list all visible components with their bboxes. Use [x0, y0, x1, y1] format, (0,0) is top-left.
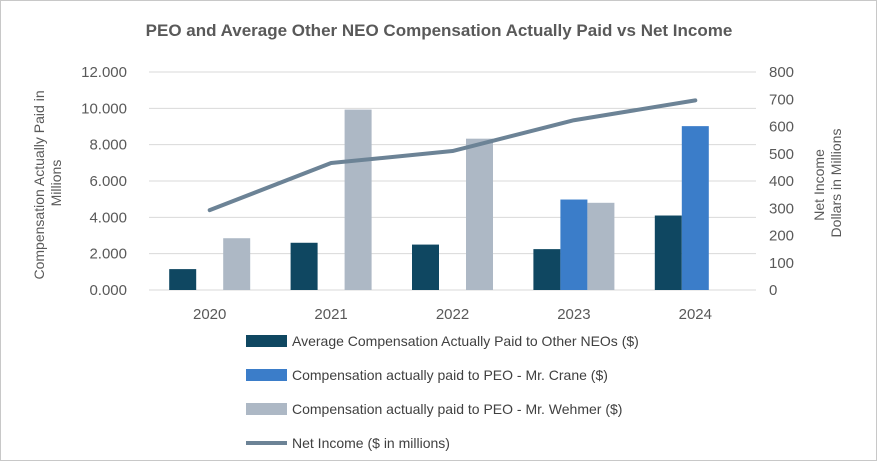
left-tick-label: 0.000: [89, 282, 127, 299]
bar: [587, 202, 615, 290]
bar: [290, 242, 318, 290]
right-tick-label: 0: [769, 282, 777, 299]
line-point: [330, 162, 332, 164]
left-axis-title-line-1: Compensation Actually Paid in: [31, 90, 47, 279]
legend-swatch: [246, 403, 287, 415]
bar: [533, 249, 561, 290]
legend-label: Compensation actually paid to PEO - Mr. …: [292, 401, 622, 417]
left-axis-title: Compensation Actually Paid in Millions: [31, 87, 64, 280]
left-axis-ticks: 0.000 2.000 4.000 6.000 8.000 10.000 12.000: [81, 64, 127, 299]
right-axis-ticks: 0 100 200 300 400 500 600 700 800: [769, 64, 794, 299]
legend-swatch: [246, 335, 287, 347]
left-tick-label: 8.000: [89, 137, 127, 154]
legend-label: Average Compensation Actually Paid to Ot…: [292, 333, 639, 349]
right-tick-label: 200: [769, 228, 794, 245]
bar: [412, 244, 439, 290]
legend-swatch: [246, 369, 287, 381]
right-tick-label: 500: [769, 146, 794, 163]
legend-label: Net Income ($ in millions): [292, 435, 450, 451]
right-tick-label: 300: [769, 200, 794, 217]
category-label: 2023: [557, 306, 590, 323]
category-label: 2021: [314, 306, 347, 323]
bar-marks: [169, 109, 709, 291]
right-tick-label: 800: [769, 64, 794, 81]
left-tick-label: 10.000: [81, 100, 127, 117]
legend-label: Compensation actually paid to PEO - Mr. …: [292, 367, 608, 383]
bar: [654, 215, 682, 290]
right-axis-title-line-2: Dollars in Millions: [828, 129, 844, 238]
right-tick-label: 600: [769, 119, 794, 136]
right-tick-label: 700: [769, 91, 794, 108]
bar: [560, 199, 588, 290]
line-point: [573, 119, 575, 121]
right-axis-title: Net Income Dollars in Millions: [811, 129, 844, 238]
line-series-path: [207, 98, 698, 213]
category-label: 2020: [193, 306, 226, 323]
bar: [169, 269, 197, 290]
line-point: [452, 150, 453, 152]
category-label: 2022: [436, 306, 469, 323]
category-labels: 2020 2021 2022 2023 2024: [193, 306, 712, 323]
right-tick-label: 100: [769, 255, 794, 272]
right-axis-title-line-1: Net Income: [811, 149, 827, 221]
legend: Average Compensation Actually Paid to Ot…: [246, 333, 639, 451]
right-tick-label: 400: [769, 173, 794, 190]
left-tick-label: 12.000: [81, 64, 127, 81]
left-tick-label: 4.000: [89, 209, 127, 226]
bar: [344, 109, 372, 290]
line-marks: [207, 98, 698, 213]
bar: [681, 126, 709, 291]
chart-title: PEO and Average Other NEO Compensation A…: [146, 21, 733, 40]
category-label: 2024: [679, 306, 712, 323]
line-point: [694, 99, 696, 101]
bar: [466, 138, 493, 290]
left-axis-title-line-2: Millions: [48, 160, 64, 207]
left-tick-label: 2.000: [89, 246, 127, 263]
line-point: [209, 209, 211, 211]
left-tick-label: 6.000: [89, 173, 127, 190]
bar: [223, 238, 251, 290]
